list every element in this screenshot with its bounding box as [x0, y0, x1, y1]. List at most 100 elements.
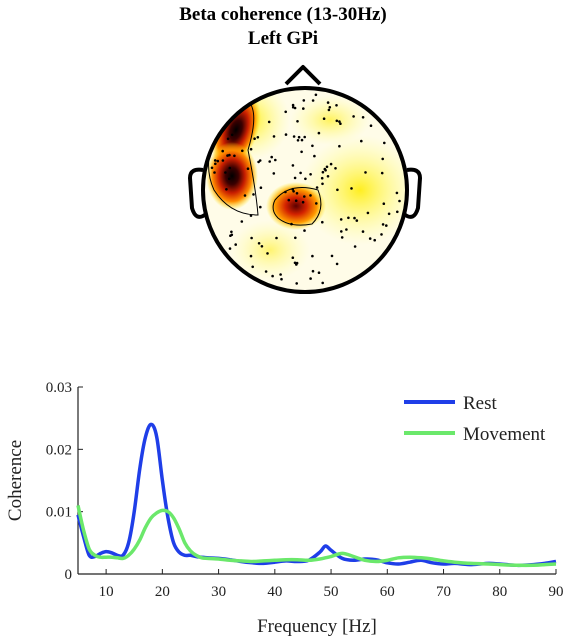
- electrode-dot: [213, 171, 216, 174]
- electrode-dot: [321, 170, 325, 174]
- electrode-dot: [317, 271, 321, 275]
- electrode-sites: [210, 93, 401, 285]
- electrode-dot: [270, 155, 274, 159]
- electrode-dot: [284, 190, 287, 194]
- electrode-dot: [321, 220, 324, 224]
- x-tick-label: 70: [436, 584, 451, 600]
- electrode-dot: [327, 108, 331, 112]
- electrode-dot: [314, 93, 318, 97]
- electrode-dot: [350, 187, 353, 190]
- head-outline: [201, 86, 409, 294]
- electrode-dot: [395, 191, 399, 195]
- electrode-dot: [328, 106, 332, 109]
- electrode-dot: [257, 242, 261, 245]
- electrode-dot: [291, 164, 295, 167]
- electrode-dot: [233, 154, 236, 158]
- x-tick-label: 30: [211, 584, 226, 600]
- electrode-dot: [301, 200, 305, 204]
- electrode-dot: [380, 171, 384, 175]
- electrode-dot: [309, 277, 312, 280]
- electrode-dot: [243, 194, 247, 197]
- electrode-dot: [315, 202, 318, 205]
- electrode-dot: [355, 219, 359, 222]
- electrode-dot: [352, 115, 355, 118]
- electrode-dot: [249, 214, 253, 217]
- electrode-dot: [295, 192, 299, 195]
- electrode-dot: [210, 166, 214, 170]
- y-tick-label: 0: [65, 567, 73, 583]
- electrode-dot: [311, 254, 314, 258]
- electrode-dot: [385, 224, 388, 227]
- electrode-dot: [249, 254, 253, 258]
- electrode-dot: [250, 236, 253, 240]
- electrode-dot: [226, 154, 229, 157]
- y-tick-label: 0.03: [46, 380, 72, 396]
- electrode-dot: [361, 230, 365, 233]
- electrode-dot: [360, 139, 363, 143]
- electrode-dot: [284, 110, 288, 114]
- electrode-dot: [228, 247, 232, 250]
- electrode-dot: [274, 158, 277, 162]
- right-ear: [402, 167, 423, 219]
- x-axis-label: Frequency [Hz]: [257, 616, 377, 637]
- electrode-dot: [221, 159, 225, 162]
- electrode-dot: [291, 256, 295, 260]
- electrode-dot: [336, 188, 339, 192]
- electrode-dot: [280, 277, 283, 281]
- electrode-dot: [251, 265, 254, 269]
- electrode-dot: [326, 175, 330, 178]
- electrode-dot: [300, 138, 304, 142]
- electrode-dot: [291, 187, 295, 191]
- electrode-dot: [221, 149, 224, 153]
- electrode-dot: [320, 176, 324, 180]
- electrode-dot: [373, 238, 377, 242]
- electrode-dot: [366, 211, 370, 215]
- electrode-dot: [321, 281, 325, 285]
- electrode-dot: [396, 210, 399, 214]
- electrode-dot: [339, 218, 343, 221]
- electrode-dot: [321, 182, 324, 186]
- electrode-dot: [340, 230, 343, 233]
- electrode-dot: [291, 103, 295, 107]
- electrode-dot: [345, 228, 348, 231]
- electrode-dot: [311, 144, 314, 148]
- electrode-dot: [303, 135, 307, 139]
- electrode-dot: [295, 282, 299, 285]
- electrode-dot: [268, 160, 272, 163]
- electrode-dot: [290, 222, 293, 226]
- electrode-dot: [253, 137, 256, 140]
- electrode-dot: [302, 107, 305, 110]
- electrode-dot: [361, 116, 365, 119]
- electrode-dot: [387, 212, 391, 216]
- scalp-topography: [187, 65, 423, 294]
- electrode-dot: [294, 236, 297, 240]
- electrode-dot: [309, 173, 312, 176]
- electrode-dot: [272, 135, 276, 138]
- electrode-dot: [230, 133, 234, 137]
- electrode-dot: [297, 135, 301, 139]
- electrode-dot: [224, 171, 227, 174]
- electrode-dot: [292, 190, 295, 193]
- electrode-dot: [259, 205, 262, 209]
- electrode-dot: [311, 99, 315, 102]
- electrode-dot: [304, 177, 307, 181]
- electrode-dot: [241, 149, 244, 153]
- figure-subtitle: Left GPi: [247, 28, 319, 49]
- legend: Rest Movement: [404, 393, 546, 445]
- electrode-dot: [292, 135, 296, 138]
- electrode-dot: [339, 122, 342, 125]
- electrode-dot: [311, 269, 315, 273]
- electrode-dot: [329, 162, 333, 166]
- electrode-dot: [340, 236, 344, 239]
- electrode-dot: [246, 167, 250, 170]
- y-tick-label: 0.02: [46, 442, 72, 458]
- figure-title: Beta coherence (13-30Hz): [179, 4, 387, 25]
- electrode-dot: [335, 262, 339, 266]
- electrode-dot: [299, 171, 302, 175]
- electrode-dot: [272, 172, 276, 175]
- electrode-dot: [303, 229, 306, 232]
- electrode-dot: [381, 157, 385, 161]
- electrode-dot: [230, 233, 234, 237]
- electrode-dot: [294, 199, 298, 202]
